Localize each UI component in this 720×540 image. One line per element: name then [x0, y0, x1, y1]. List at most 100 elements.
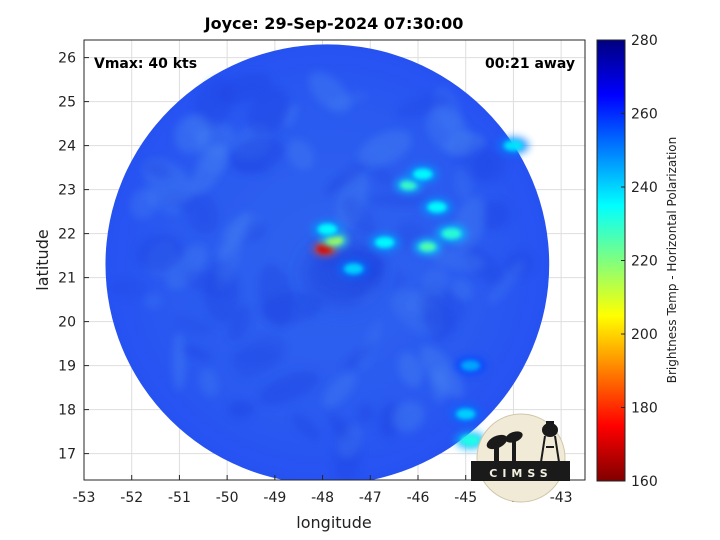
feature-core: [427, 201, 447, 213]
texture-patch: [282, 103, 298, 127]
logo-tower-tank: [542, 423, 558, 437]
time-away-annotation: 00:21 away: [485, 56, 575, 72]
texture-patch: [341, 195, 376, 236]
texture-patch: [373, 167, 394, 187]
texture-patch: [429, 247, 485, 272]
texture-patch: [488, 260, 525, 305]
texture-patch: [322, 371, 357, 408]
texture-patch: [367, 192, 431, 207]
texture-patch: [398, 352, 424, 388]
chart-title: Joyce: 29-Sep-2024 07:30:00: [204, 14, 464, 33]
texture-patch: [425, 106, 472, 156]
texture-patch: [227, 400, 254, 419]
convective-features: [311, 136, 530, 450]
texture-patch: [291, 413, 321, 441]
y-tick-label: 24: [58, 139, 76, 155]
texture-patch: [130, 187, 158, 220]
logo-text: CIMSS: [489, 467, 552, 480]
texture-patch: [185, 191, 219, 235]
y-tick-label: 22: [58, 227, 76, 243]
y-tick-label: 17: [58, 447, 76, 463]
texture-patch: [356, 403, 375, 424]
texture-patch: [343, 343, 375, 370]
texture-patch: [136, 234, 185, 272]
y-tick-label: 23: [58, 183, 76, 199]
x-tick-label: -45: [454, 490, 477, 506]
colorbar-tick-label: 160: [631, 474, 658, 490]
texture-patch: [143, 292, 163, 310]
texture-patch: [231, 349, 281, 364]
feature-core: [317, 223, 337, 235]
texture-patch: [166, 244, 208, 290]
texture-patch: [420, 267, 450, 297]
texture-patch: [392, 401, 425, 432]
logo-dish-stand-left: [494, 444, 499, 462]
logo-tower-cap: [546, 421, 554, 425]
texture-patch: [143, 159, 173, 180]
logo-dish-right: [505, 431, 523, 443]
plot-frame: [83, 39, 586, 481]
texture-patch: [396, 93, 450, 119]
feature-core: [456, 408, 476, 420]
y-tick-label: 19: [58, 359, 76, 375]
logo-ground: [471, 461, 570, 481]
colorbar-tick-label: 240: [631, 180, 658, 196]
feature-core: [400, 180, 417, 190]
texture-patch: [194, 77, 234, 131]
texture-patch: [261, 292, 323, 324]
x-tick-label: -53: [73, 490, 96, 506]
y-axis-label: latitude: [33, 229, 52, 290]
colorbar-tick-label: 200: [631, 327, 658, 343]
swath-texture: [111, 71, 534, 480]
x-tick-label: -50: [216, 490, 239, 506]
x-axis-label: longitude: [296, 513, 371, 532]
texture-patch: [395, 222, 425, 249]
colorbar-label: Brightness Temp - Horizontal Polarizatio…: [665, 137, 679, 384]
texture-patch: [232, 159, 269, 175]
x-tick-label: -47: [359, 490, 382, 506]
colorbar-tick-label: 260: [631, 107, 658, 123]
texture-patch: [221, 212, 264, 241]
y-axis-ticks: 17 18 19 20 21 22 23 24 25 26: [58, 51, 89, 463]
texture-patch: [172, 332, 186, 391]
feature-core: [419, 242, 436, 252]
texture-patch: [258, 371, 320, 406]
texture-patch: [199, 368, 219, 398]
feature-core: [343, 263, 364, 275]
feature-core: [460, 435, 481, 446]
y-tick-label: 25: [58, 95, 76, 111]
logo-dish-stand-right: [512, 440, 516, 462]
y-tick-label: 18: [58, 403, 76, 419]
colorbar: [596, 39, 626, 482]
texture-patch: [324, 159, 372, 195]
colorbar-tick-label: 220: [631, 254, 658, 270]
x-tick-label: -52: [120, 490, 143, 506]
texture-patch: [451, 279, 473, 301]
colorbar-tick-label: 280: [631, 33, 658, 49]
texture-patch: [327, 92, 368, 108]
texture-patch: [423, 293, 449, 342]
feature-core: [375, 237, 395, 248]
texture-patch: [358, 130, 412, 168]
cimss-logo: CIMSS: [471, 413, 570, 503]
feature-core: [413, 168, 433, 180]
feature-core: [460, 360, 481, 371]
y-tick-label: 21: [58, 271, 76, 287]
x-tick-label: -46: [407, 490, 430, 506]
colorbar-ticks: 160 180 200 220 240 260 280: [621, 33, 658, 490]
texture-patch: [182, 269, 230, 296]
texture-patch: [286, 139, 315, 171]
texture-patch: [247, 87, 290, 137]
texture-patch: [215, 238, 242, 291]
texture-patch: [392, 270, 406, 292]
x-tick-label: -49: [263, 490, 286, 506]
feature-core: [317, 244, 333, 254]
texture-patch: [190, 145, 228, 195]
texture-patch: [111, 278, 149, 298]
x-tick-label: -43: [550, 490, 573, 506]
texture-patch: [173, 317, 214, 334]
x-tick-label: -48: [311, 490, 334, 506]
logo-dish-left: [486, 434, 508, 450]
texture-patch: [479, 200, 510, 230]
